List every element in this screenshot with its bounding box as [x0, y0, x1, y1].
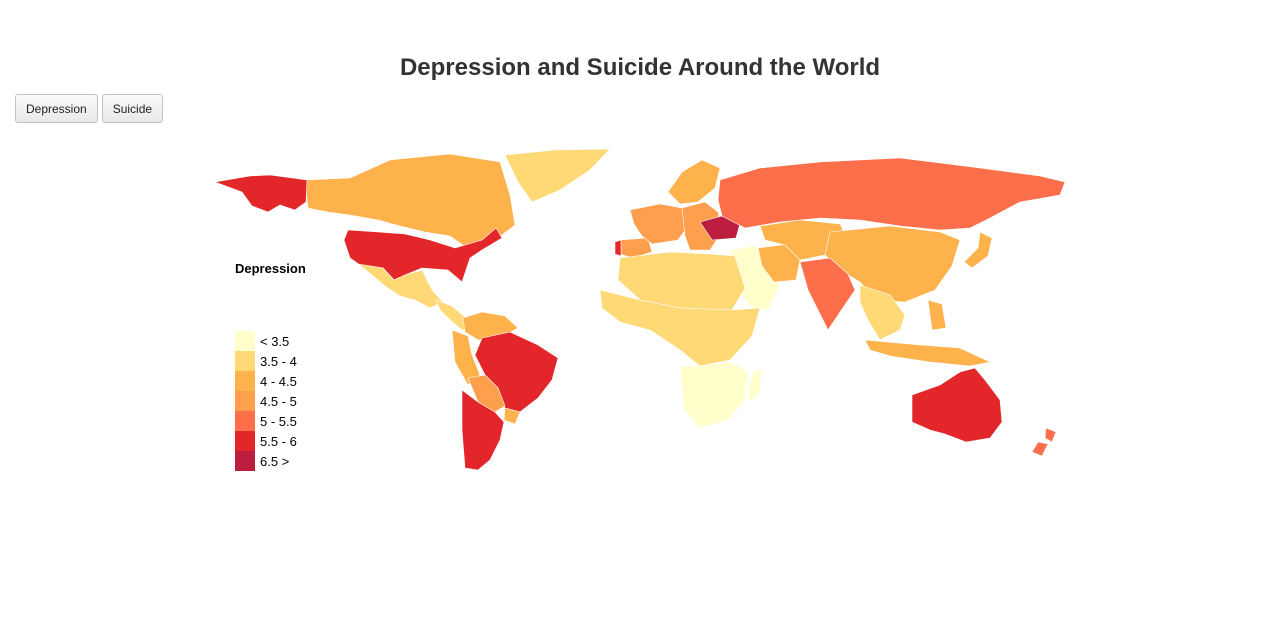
region-north-africa[interactable] — [617, 251, 746, 311]
legend-item: 6.5 > — [235, 451, 306, 471]
region-uruguay[interactable] — [503, 407, 521, 425]
legend-item: 3.5 - 4 — [235, 351, 306, 371]
legend-label: 5.5 - 6 — [260, 433, 297, 449]
page-title: Depression and Suicide Around the World — [399, 54, 881, 81]
legend-label: 4 - 4.5 — [260, 373, 297, 389]
region-greenland[interactable] — [504, 148, 611, 203]
legend-swatch — [235, 431, 255, 451]
region-portugal[interactable] — [614, 239, 622, 257]
legend-item: < 3.5 — [235, 331, 306, 351]
region-peru-ecuador[interactable] — [451, 329, 481, 386]
region-australia[interactable] — [911, 367, 1003, 443]
legend-item: 5.5 - 6 — [235, 431, 306, 451]
legend-item: 5 - 5.5 — [235, 411, 306, 431]
region-indonesia-philippines[interactable] — [864, 299, 991, 367]
region-argentina-chile[interactable] — [461, 389, 505, 471]
region-mexico[interactable] — [357, 263, 444, 309]
legend-swatch — [235, 351, 255, 371]
region-india[interactable] — [799, 257, 856, 331]
region-southern-africa[interactable] — [679, 361, 749, 429]
legend-label: 3.5 - 4 — [260, 353, 297, 369]
region-western-europe[interactable] — [629, 203, 689, 245]
region-southeast-asia[interactable] — [859, 284, 906, 341]
region-new-zealand[interactable] — [1031, 427, 1057, 457]
region-russia[interactable] — [717, 157, 1066, 231]
region-scandinavia[interactable] — [667, 159, 721, 205]
legend-swatch — [235, 391, 255, 411]
legend-swatch — [235, 451, 255, 471]
metric-toggle: Depression Suicide — [15, 94, 164, 123]
region-brazil[interactable] — [474, 331, 559, 413]
region-west-central-africa[interactable] — [599, 289, 761, 367]
map-legend: Depression < 3.5 3.5 - 4 4 - 4.5 4.5 - 5 5 -… — [235, 261, 306, 471]
world-choropleth-map — [214, 148, 1066, 471]
suicide-button[interactable]: Suicide — [101, 94, 164, 123]
legend-swatch — [235, 411, 255, 431]
legend-label: 5 - 5.5 — [260, 413, 297, 429]
legend-title: Depression — [235, 261, 306, 276]
legend-swatch — [235, 331, 255, 351]
legend-label: < 3.5 — [260, 333, 290, 349]
legend-items: < 3.5 3.5 - 4 4 - 4.5 4.5 - 5 5 - 5.5 5.5 - 6… — [235, 331, 306, 471]
region-alaska[interactable] — [214, 174, 308, 213]
region-ukraine[interactable] — [699, 215, 741, 241]
legend-swatch — [235, 371, 255, 391]
legend-item: 4.5 - 5 — [235, 391, 306, 411]
region-japan[interactable] — [963, 231, 993, 269]
region-madagascar[interactable] — [747, 367, 763, 403]
legend-label: 4.5 - 5 — [260, 393, 297, 409]
depression-button[interactable]: Depression — [15, 94, 98, 123]
legend-label: 6.5 > — [260, 453, 290, 469]
legend-item: 4 - 4.5 — [235, 371, 306, 391]
